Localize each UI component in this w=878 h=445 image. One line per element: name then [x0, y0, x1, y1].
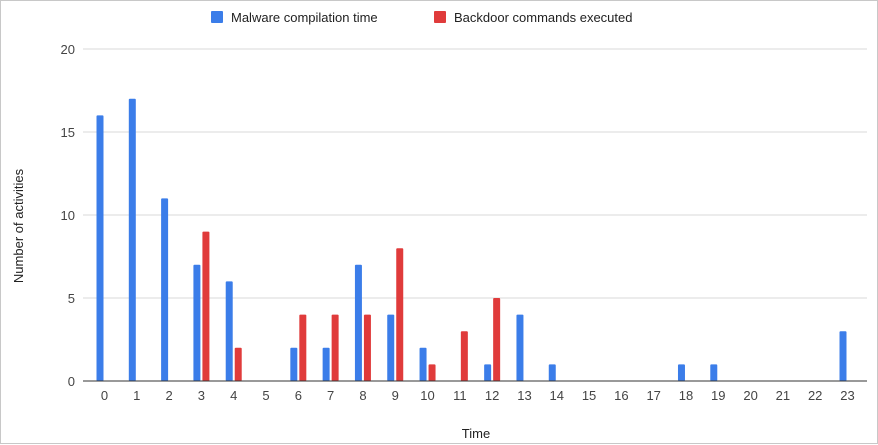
bar-backdoor-3 — [202, 231, 210, 381]
bar-malware-0 — [96, 115, 104, 382]
x-tick-label-14: 14 — [550, 388, 564, 403]
legend-swatch-malware — [211, 11, 223, 23]
legend-swatch-backdoor — [434, 11, 446, 23]
bar-backdoor-9 — [396, 248, 404, 381]
bar-malware-4 — [225, 281, 233, 381]
bar-malware-14 — [548, 364, 556, 381]
legend-label-malware: Malware compilation time — [231, 10, 378, 25]
x-tick-label-1: 1 — [133, 388, 140, 403]
bar-malware-12 — [484, 364, 492, 381]
bar-malware-1 — [128, 98, 136, 382]
bar-malware-6 — [290, 347, 298, 381]
y-axis-ticks: 0 5 10 15 20 — [61, 42, 75, 389]
bar-backdoor-11 — [460, 331, 468, 381]
x-tick-label-19: 19 — [711, 388, 725, 403]
x-tick-label-9: 9 — [392, 388, 399, 403]
x-tick-label-12: 12 — [485, 388, 499, 403]
x-tick-label-4: 4 — [230, 388, 237, 403]
legend: Malware compilation time Backdoor comman… — [211, 10, 632, 25]
x-tick-label-5: 5 — [262, 388, 269, 403]
bar-malware-3 — [193, 264, 201, 381]
x-tick-label-20: 20 — [743, 388, 757, 403]
x-axis-title: Time — [462, 426, 490, 441]
x-tick-label-2: 2 — [165, 388, 172, 403]
bar-malware-7 — [322, 347, 330, 381]
bar-malware-9 — [387, 314, 395, 381]
x-tick-label-8: 8 — [359, 388, 366, 403]
y-tick-label-10: 10 — [61, 208, 75, 223]
x-axis-ticks: 0 1 2 3 4 5 6 7 8 9 10 11 12 13 14 15 16 17 18 19 20 21 22 23 — [101, 388, 855, 403]
x-tick-label-10: 10 — [420, 388, 434, 403]
x-tick-label-7: 7 — [327, 388, 334, 403]
bar-backdoor-12 — [493, 298, 501, 381]
x-tick-label-15: 15 — [582, 388, 596, 403]
y-tick-label-0: 0 — [68, 374, 75, 389]
x-tick-label-23: 23 — [840, 388, 854, 403]
x-tick-label-6: 6 — [295, 388, 302, 403]
bar-backdoor-7 — [331, 314, 339, 381]
y-tick-label-15: 15 — [61, 125, 75, 140]
x-tick-label-0: 0 — [101, 388, 108, 403]
bar-backdoor-6 — [299, 314, 307, 381]
x-tick-label-3: 3 — [198, 388, 205, 403]
bar-malware-2 — [161, 198, 169, 381]
bar-malware-23 — [839, 331, 847, 381]
bar-malware-18 — [677, 364, 685, 381]
x-tick-label-17: 17 — [646, 388, 660, 403]
bars — [96, 98, 847, 382]
bar-backdoor-10 — [428, 364, 436, 381]
bar-malware-19 — [710, 364, 718, 381]
bar-malware-13 — [516, 314, 524, 381]
x-tick-label-11: 11 — [453, 388, 467, 403]
bar-backdoor-4 — [234, 347, 242, 381]
x-tick-label-18: 18 — [679, 388, 693, 403]
bar-backdoor-8 — [363, 314, 371, 381]
x-tick-label-21: 21 — [776, 388, 790, 403]
gridlines — [83, 48, 867, 299]
x-tick-label-13: 13 — [517, 388, 531, 403]
x-tick-label-22: 22 — [808, 388, 822, 403]
bar-malware-8 — [354, 264, 362, 381]
x-tick-label-16: 16 — [614, 388, 628, 403]
bar-malware-10 — [419, 347, 427, 381]
y-tick-label-20: 20 — [61, 42, 75, 57]
y-axis-title: Number of activities — [11, 168, 26, 283]
legend-label-backdoor: Backdoor commands executed — [454, 10, 632, 25]
y-tick-label-5: 5 — [68, 291, 75, 306]
